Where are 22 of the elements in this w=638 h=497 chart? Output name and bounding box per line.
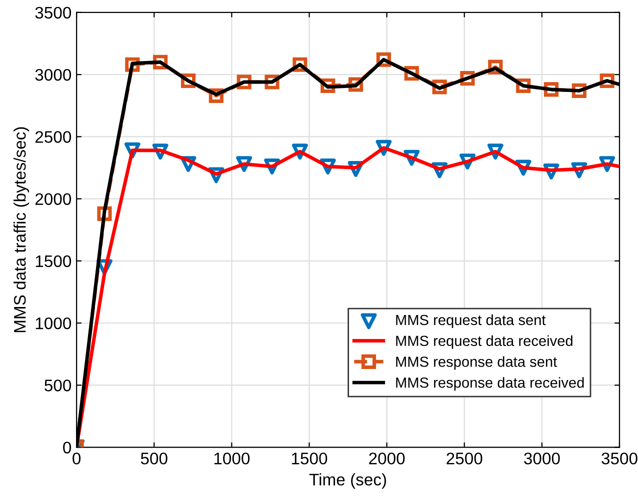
x-tick-label: 2000 [369,452,405,464]
x-tick-label: 1000 [214,452,250,464]
x-axis-title: Time (sec) [309,473,386,489]
y-tick-label: 2500 [35,131,72,143]
y-tick-label: 2000 [35,193,72,206]
legend-label: MMS request data sent [396,314,546,328]
legend-label: MMS response data sent [396,356,558,370]
legend-label: MMS request data received [396,335,572,349]
legend-label: MMS response data received [396,377,584,391]
y-axis-title: MMS data traffic (bytes/sec) [14,127,30,332]
x-tick-label: 3000 [524,452,560,464]
y-tick-label: 1500 [36,255,72,268]
x-tick-label: 0 [72,452,81,464]
y-tick-label: 500 [44,380,72,392]
y-tick-label: 3500 [35,6,72,19]
x-tick-label: 3500 [602,452,638,464]
y-tick-label: 1000 [36,317,72,330]
y-tick-label: 3000 [35,68,72,81]
x-tick-label: 1500 [292,452,328,464]
x-tick-label: 500 [140,452,168,464]
x-tick-label: 2500 [446,452,482,464]
y-tick-label: 0 [63,442,72,454]
